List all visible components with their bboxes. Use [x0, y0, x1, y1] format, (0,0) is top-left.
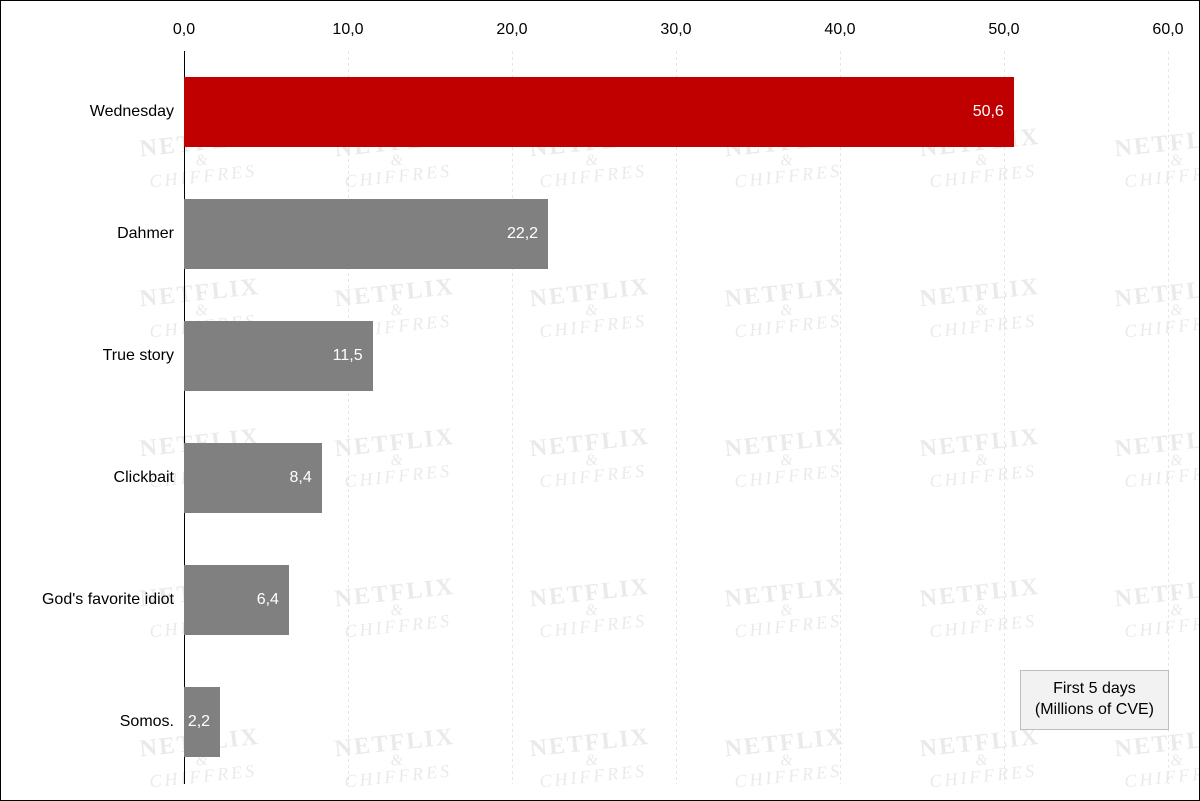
category-label: God's favorite idiot	[42, 591, 174, 609]
bar-value-label: 22,2	[507, 225, 538, 243]
gridline	[840, 51, 841, 784]
x-tick-label: 40,0	[824, 21, 855, 39]
category-label: Somos.	[120, 713, 174, 731]
bar-value-label: 8,4	[290, 469, 312, 487]
bar-value-label: 11,5	[333, 347, 363, 365]
gridline	[184, 51, 185, 784]
x-tick-label: 0,0	[173, 21, 195, 39]
gridline	[676, 51, 677, 784]
x-tick-label: 10,0	[332, 21, 363, 39]
bar: 2,2	[184, 687, 220, 757]
x-tick-label: 50,0	[988, 21, 1019, 39]
bar-value-label: 6,4	[257, 591, 279, 609]
bar: 22,2	[184, 199, 548, 269]
category-label: Dahmer	[117, 225, 174, 243]
bar-row: Dahmer22,2	[184, 199, 1168, 269]
gridline	[348, 51, 349, 784]
bar-value-label: 50,6	[973, 103, 1004, 121]
bar: 11,5	[184, 321, 373, 391]
bar-row: God's favorite idiot6,4	[184, 565, 1168, 635]
legend-line-2: (Millions of CVE)	[1035, 700, 1154, 721]
x-tick-label: 60,0	[1152, 21, 1183, 39]
gridline	[1004, 51, 1005, 784]
category-label: True story	[103, 347, 174, 365]
gridline	[512, 51, 513, 784]
bar: 6,4	[184, 565, 289, 635]
category-label: Clickbait	[114, 469, 174, 487]
legend-line-1: First 5 days	[1035, 679, 1154, 700]
category-label: Wednesday	[90, 103, 174, 121]
bar: 8,4	[184, 443, 322, 513]
bar-value-label: 2,2	[188, 713, 210, 731]
bar-row: Clickbait8,4	[184, 443, 1168, 513]
x-tick-label: 20,0	[496, 21, 527, 39]
bar: 50,6	[184, 77, 1014, 147]
x-tick-label: 30,0	[660, 21, 691, 39]
bar-row: Wednesday50,6	[184, 77, 1168, 147]
chart-container: NETFLIX&CHIFFRESNETFLIX&CHIFFRESNETFLIX&…	[0, 0, 1200, 801]
legend-box: First 5 days (Millions of CVE)	[1020, 670, 1169, 730]
bar-row: True story11,5	[184, 321, 1168, 391]
